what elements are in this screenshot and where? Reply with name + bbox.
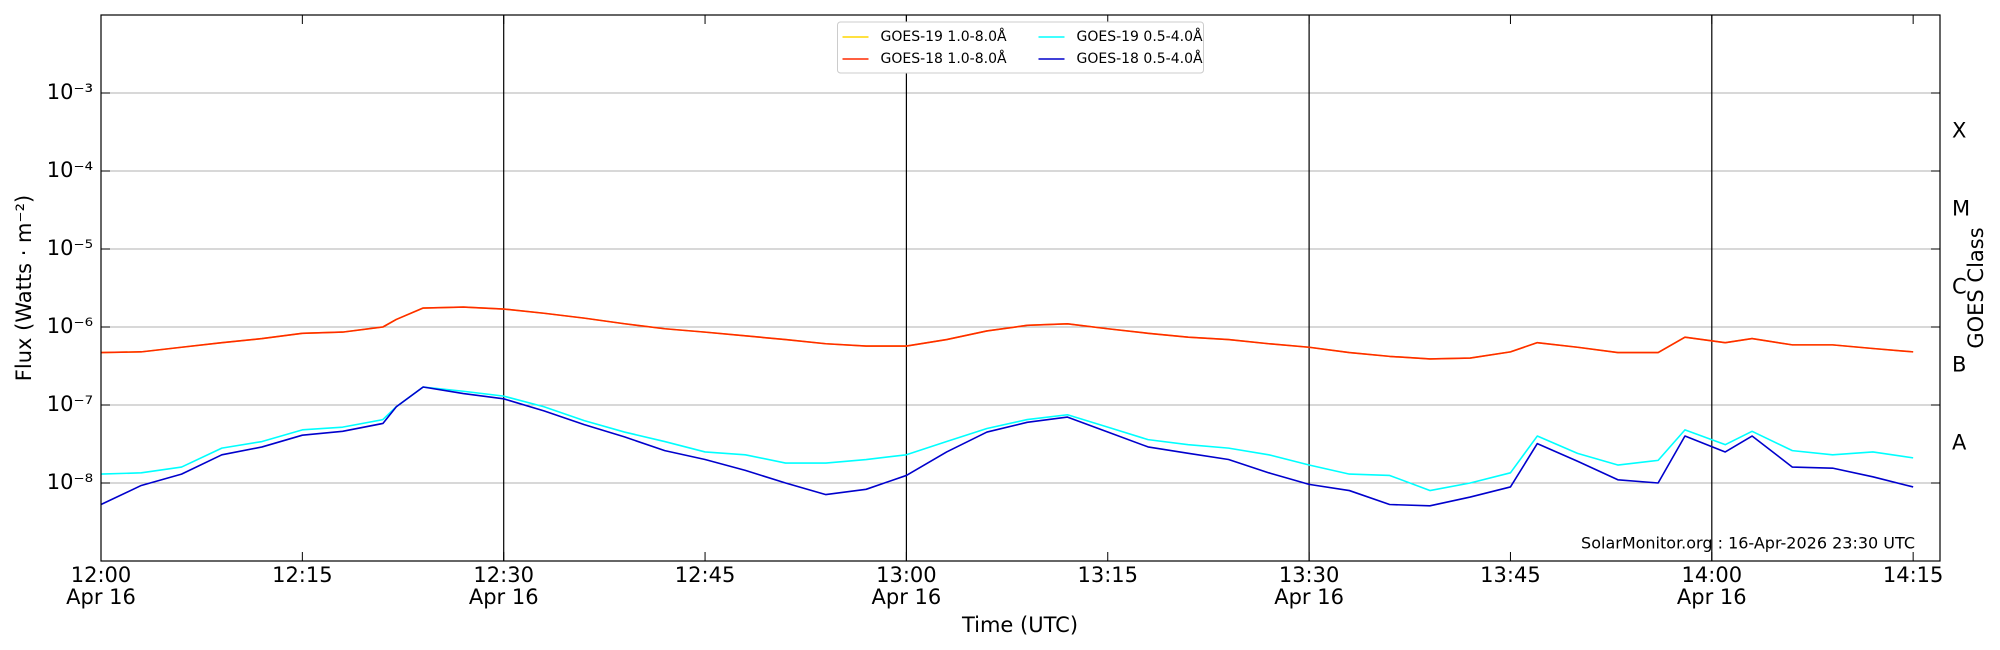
y-axis-label: Flux (Watts · m⁻²) [12, 195, 36, 381]
x-tick-label: 14:00 [1682, 563, 1743, 587]
class-label: C [1952, 275, 1967, 299]
class-label: X [1952, 119, 1966, 143]
class-label: B [1952, 353, 1966, 377]
x-tick-label: 12:30 [473, 563, 534, 587]
y-tick-label: 10⁻⁶ [47, 314, 93, 338]
x-tick-date: Apr 16 [872, 585, 942, 609]
y-tick-label: 10⁻⁸ [47, 470, 93, 494]
y-tick-label: 10⁻⁷ [47, 392, 93, 416]
annotation: SolarMonitor.org : 16-Apr-2026 23:30 UTC [1581, 534, 1915, 553]
y2-axis-label: GOES Class [1964, 227, 1988, 348]
x-tick-label: 13:15 [1077, 563, 1138, 587]
y-tick-label: 10⁻⁵ [47, 236, 93, 260]
legend: GOES-19 1.0-8.0Å GOES-18 1.0-8.0Å GOES-19 … [837, 21, 1204, 74]
x-tick-label: 13:00 [876, 563, 937, 587]
x-tick-date: Apr 16 [1274, 585, 1344, 609]
x-tick-label: 12:00 [71, 563, 132, 587]
class-label: A [1952, 431, 1967, 455]
x-tick-label: 12:15 [272, 563, 333, 587]
class-label: M [1952, 197, 1970, 221]
plot-frame [100, 14, 1941, 562]
legend-label: GOES-19 1.0-8.0Å [881, 28, 1007, 45]
legend-label: GOES-19 0.5-4.0Å [1077, 28, 1203, 45]
legend-label: GOES-18 1.0-8.0Å [881, 50, 1007, 67]
x-tick-label: 13:45 [1480, 563, 1541, 587]
x-tick-label: 12:45 [675, 563, 736, 587]
x-tick-label: 13:30 [1279, 563, 1340, 587]
legend-box [837, 21, 1204, 74]
y-tick-label: 10⁻⁴ [47, 158, 93, 182]
series-line [100, 386, 1914, 507]
series-line [100, 306, 1914, 360]
y-tick-label: 10⁻³ [47, 80, 93, 104]
x-tick-date: Apr 16 [469, 585, 539, 609]
x-tick-date: Apr 16 [66, 585, 136, 609]
x-axis-label: Time (UTC) [961, 613, 1078, 637]
x-tick-date: Apr 16 [1677, 585, 1747, 609]
x-tick-label: 14:15 [1883, 563, 1944, 587]
legend-label: GOES-18 0.5-4.0Å [1077, 50, 1203, 67]
